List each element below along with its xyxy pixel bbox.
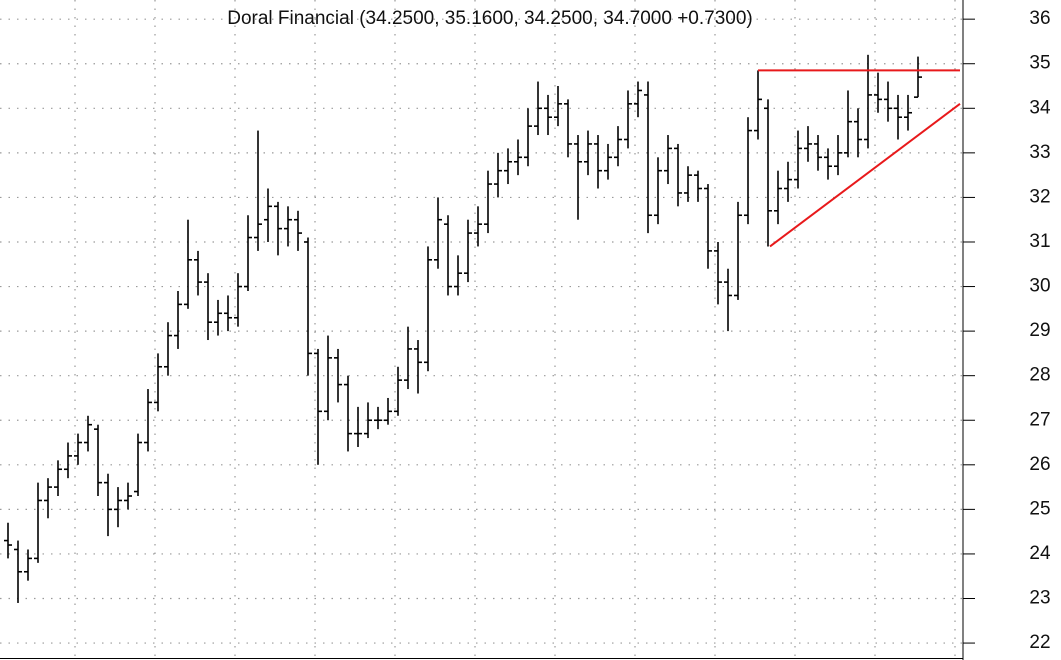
y-tick-label: 35 bbox=[1029, 53, 1050, 74]
y-tick-label: 31 bbox=[1029, 231, 1050, 252]
bars bbox=[4, 54, 961, 603]
y-tick-label: 22 bbox=[1029, 632, 1050, 653]
y-tick-label: 23 bbox=[1029, 588, 1050, 609]
y-tick-label: 27 bbox=[1029, 409, 1050, 430]
trend-line bbox=[769, 103, 961, 248]
y-tick-label: 26 bbox=[1029, 454, 1050, 475]
y-tick-label: 24 bbox=[1029, 543, 1051, 564]
y-tick-label: 36 bbox=[1029, 8, 1050, 29]
y-tick-label: 30 bbox=[1029, 276, 1050, 297]
grid bbox=[0, 0, 962, 658]
y-tick-label: 32 bbox=[1029, 186, 1050, 207]
y-tick-label: 25 bbox=[1029, 498, 1050, 519]
y-tick-label: 34 bbox=[1029, 97, 1051, 118]
y-tick-label: 28 bbox=[1029, 365, 1050, 386]
y-tick-label: 33 bbox=[1029, 142, 1050, 163]
chart-title: Doral Financial (34.2500, 35.1600, 34.25… bbox=[227, 8, 753, 29]
y-tick-label: 29 bbox=[1029, 320, 1050, 341]
